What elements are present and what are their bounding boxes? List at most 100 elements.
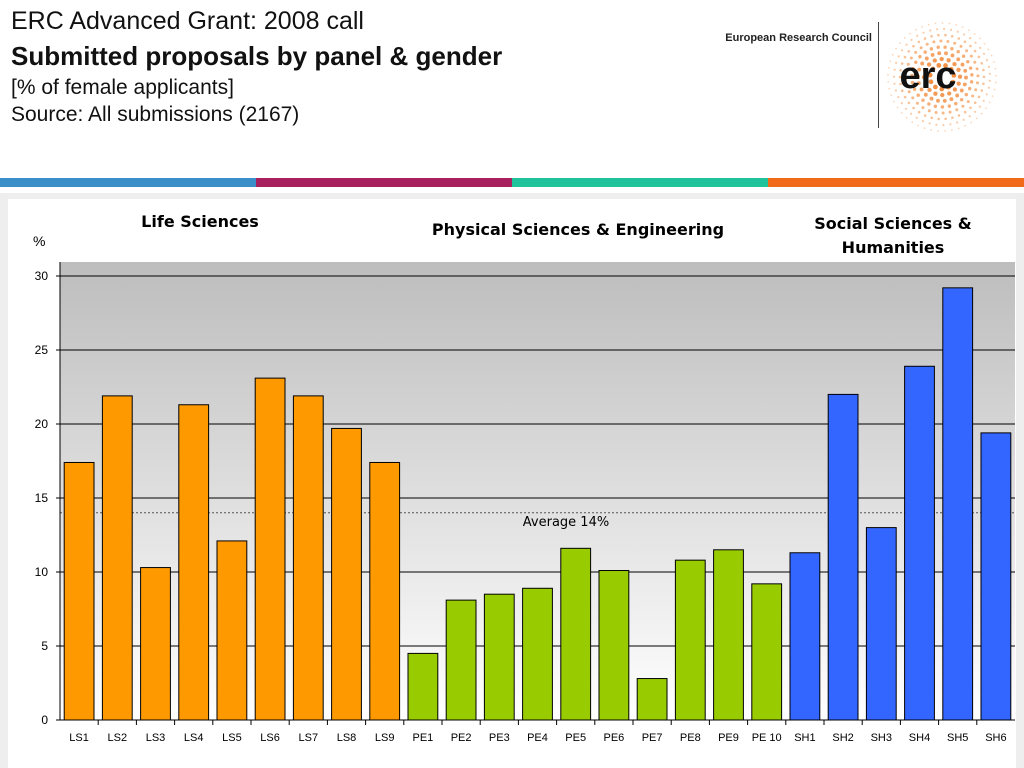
logo-dot bbox=[950, 79, 956, 85]
logo-dot bbox=[933, 84, 938, 90]
logo-dot bbox=[915, 101, 919, 105]
logo-dot bbox=[987, 65, 990, 68]
logo-dot bbox=[900, 112, 903, 114]
logo-dot bbox=[933, 91, 938, 96]
logo-dot bbox=[964, 124, 966, 127]
logo-dot bbox=[895, 61, 898, 64]
logo-dot bbox=[903, 37, 906, 39]
x-tick-label: PE7 bbox=[642, 732, 663, 744]
logo-dot bbox=[932, 58, 937, 63]
logo-dot bbox=[959, 97, 964, 102]
logo-dot bbox=[952, 87, 958, 92]
logo-dot bbox=[927, 87, 932, 93]
logo-dot bbox=[889, 60, 892, 63]
logo-dot bbox=[936, 45, 940, 49]
logo-dot bbox=[911, 121, 914, 123]
title-line-3: [% of female applicants] bbox=[11, 76, 234, 99]
logo-dot bbox=[985, 59, 988, 62]
logo-dot bbox=[950, 35, 954, 38]
logo-dot bbox=[957, 37, 961, 40]
logo-dot bbox=[911, 96, 915, 100]
logo-dot bbox=[892, 75, 896, 78]
y-axis-unit: % bbox=[33, 233, 46, 249]
logo-dot bbox=[949, 97, 954, 102]
logo-dot bbox=[961, 54, 966, 58]
logo-dot bbox=[893, 82, 896, 85]
logo-dot bbox=[985, 107, 987, 110]
x-tick-label: SH1 bbox=[794, 732, 815, 744]
logo-dot bbox=[927, 72, 933, 78]
color-stripe-green bbox=[512, 178, 768, 187]
logo-dot bbox=[951, 116, 954, 119]
x-tick-label: PE8 bbox=[680, 732, 701, 744]
logo-dot bbox=[903, 55, 907, 59]
logo-dot bbox=[944, 51, 948, 56]
logo-dot bbox=[966, 59, 970, 64]
logo-dot bbox=[914, 50, 918, 54]
logo-dot bbox=[916, 93, 920, 97]
logo-dot bbox=[946, 58, 951, 63]
logo-dot bbox=[994, 81, 997, 84]
logo-dot bbox=[928, 79, 934, 85]
y-tick-label: 0 bbox=[41, 713, 48, 727]
logo-dot bbox=[911, 66, 915, 71]
y-tick-label: 10 bbox=[35, 565, 49, 579]
logo-dot bbox=[961, 104, 965, 108]
logo-dot bbox=[952, 61, 957, 67]
x-tick-label: SH4 bbox=[909, 732, 930, 744]
logo-dot bbox=[916, 34, 919, 37]
logo-divider bbox=[878, 22, 879, 128]
logo-dot bbox=[917, 67, 922, 72]
logo-dot bbox=[964, 92, 969, 97]
logo-dot bbox=[973, 33, 976, 35]
logo-dot bbox=[899, 42, 901, 44]
bar-sh1 bbox=[789, 552, 821, 721]
logo-dot bbox=[937, 117, 940, 121]
logo-dot bbox=[939, 86, 945, 92]
logo-dot bbox=[905, 83, 909, 87]
logo-dot bbox=[948, 22, 951, 25]
logo-dot bbox=[951, 73, 957, 78]
logo-dot bbox=[909, 32, 911, 35]
logo-dot bbox=[943, 63, 948, 68]
x-tick-label: LS1 bbox=[69, 732, 89, 744]
y-tick-label: 15 bbox=[35, 491, 49, 505]
logo-dot bbox=[982, 82, 985, 86]
logo-dot bbox=[963, 33, 966, 36]
logo-dot bbox=[919, 87, 924, 92]
logo-dot bbox=[968, 66, 973, 70]
logo-dot bbox=[974, 88, 978, 92]
logo-dot bbox=[921, 98, 925, 102]
erc-logo: erc bbox=[887, 22, 997, 132]
logo-dot bbox=[929, 96, 934, 101]
logo-dot bbox=[957, 114, 961, 117]
x-tick-label: LS7 bbox=[299, 732, 319, 744]
logo-dot bbox=[969, 54, 973, 58]
logo-dot bbox=[923, 127, 926, 129]
logo-dot bbox=[927, 102, 931, 106]
logo-dot bbox=[910, 112, 913, 115]
logo-dot bbox=[951, 129, 953, 131]
header: ERC Advanced Grant: 2008 call Submitted … bbox=[0, 0, 1024, 178]
x-tick-label: LS5 bbox=[222, 732, 242, 744]
color-stripe-orange bbox=[768, 178, 1024, 187]
bar-sh3 bbox=[865, 527, 897, 721]
logo-dot bbox=[904, 76, 908, 80]
logo-dot bbox=[887, 80, 890, 83]
logo-dot bbox=[929, 29, 932, 32]
logo-dot bbox=[995, 74, 997, 77]
x-tick-label: LS9 bbox=[375, 732, 395, 744]
logo-dot bbox=[933, 104, 938, 109]
logo-dot bbox=[912, 44, 915, 48]
logo-dot bbox=[994, 67, 997, 70]
logo-dot bbox=[893, 68, 896, 71]
logo-dot bbox=[970, 121, 972, 124]
logo-dot bbox=[947, 104, 952, 108]
title-line-2: Submitted proposals by panel & gender bbox=[11, 41, 503, 71]
logo-dot bbox=[939, 39, 943, 43]
logo-dot bbox=[932, 40, 936, 44]
logo-dot bbox=[921, 25, 924, 28]
logo-dot bbox=[977, 95, 981, 99]
logo-dot bbox=[955, 24, 957, 26]
logo-dot bbox=[925, 42, 929, 46]
